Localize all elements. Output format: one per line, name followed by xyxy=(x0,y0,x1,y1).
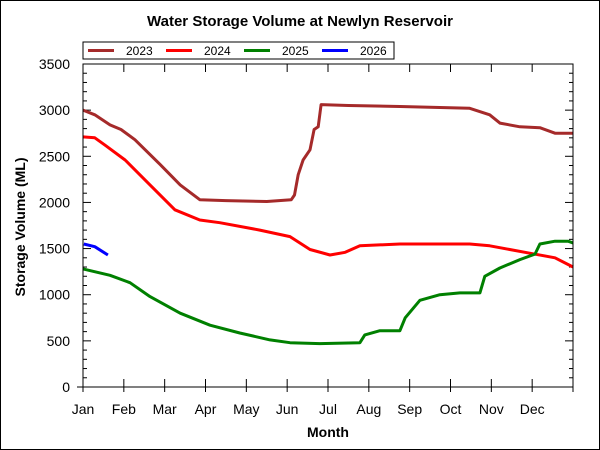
series-line-2025 xyxy=(82,239,574,346)
chart-title: Water Storage Volume at Newlyn Reservoir xyxy=(147,13,453,30)
x-tick-label: Feb xyxy=(112,401,136,417)
x-tick-label: Jul xyxy=(319,401,337,417)
legend-label-2026: 2026 xyxy=(360,44,387,58)
x-tick-label: Aug xyxy=(356,401,381,417)
x-axis-label: Month xyxy=(307,424,349,440)
plot-area xyxy=(82,63,574,388)
y-tick-label: 1500 xyxy=(39,241,70,257)
y-axis-label: Storage Volume (ML) xyxy=(12,158,28,297)
x-tick-label: Mar xyxy=(153,401,177,417)
series-group xyxy=(82,103,574,346)
x-tick-label: Oct xyxy=(440,401,462,417)
x-axis: Jan Feb Mar Apr May Jun Jul Aug Sep Oct Nov Dec xyxy=(72,64,574,417)
y-tick-label: 1000 xyxy=(39,287,70,303)
y-tick-label: 3500 xyxy=(39,56,70,72)
x-tick-label: Jun xyxy=(276,401,299,417)
y-tick-label: 3000 xyxy=(39,102,70,118)
x-tick-label: Jan xyxy=(72,401,95,417)
y-tick-label: 500 xyxy=(47,333,71,349)
legend-label-2023: 2023 xyxy=(126,44,153,58)
x-tick-label: Sep xyxy=(397,401,422,417)
series-line-2026 xyxy=(83,242,109,257)
x-tick-label: Apr xyxy=(195,401,217,417)
series-line-2024 xyxy=(82,135,574,269)
series-line-2023 xyxy=(82,103,573,203)
legend-label-2025: 2025 xyxy=(282,44,309,58)
y-axis: 0 500 1000 1500 2000 2500 3000 3500 xyxy=(39,56,573,395)
legend: 2023 2024 2025 2026 xyxy=(82,41,395,60)
x-tick-label: Dec xyxy=(520,401,545,417)
legend-label-2024: 2024 xyxy=(204,44,231,58)
legend-box xyxy=(82,41,395,60)
y-tick-label: 2000 xyxy=(39,194,70,210)
y-tick-label: 2500 xyxy=(39,148,70,164)
x-tick-label: Nov xyxy=(479,401,504,417)
x-tick-label: May xyxy=(233,401,259,417)
y-tick-label: 0 xyxy=(62,379,70,395)
